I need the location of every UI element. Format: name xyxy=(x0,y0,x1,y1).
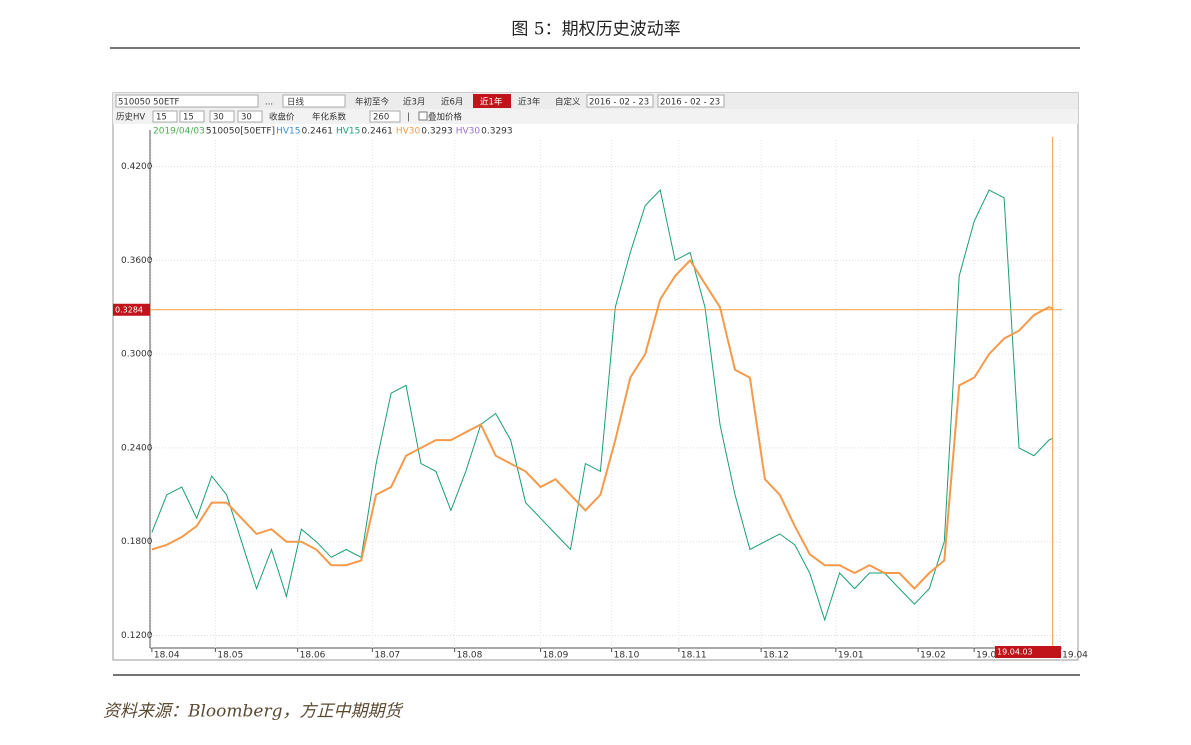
legend-text: HV15 xyxy=(276,127,300,137)
x-tick-label: 19.03 xyxy=(976,651,1002,661)
legend-text: HV30 xyxy=(396,127,421,137)
x-tick-label: 18.09 xyxy=(543,651,569,661)
x-tick-label: 19.02 xyxy=(920,651,946,661)
toolbar-item[interactable]: 年化系数 xyxy=(312,112,347,123)
toolbar-item[interactable]: 30 xyxy=(213,113,224,123)
date-box xyxy=(586,94,654,108)
legend-text: 0.2461 xyxy=(301,127,333,137)
x-tick-label: 18.05 xyxy=(217,651,243,661)
toolbar-item[interactable]: 30 xyxy=(241,113,252,123)
x-tick-label: 18.06 xyxy=(300,651,326,661)
chart-frame xyxy=(112,92,1079,661)
symbol-box xyxy=(115,94,259,108)
x-tick-label: 18.08 xyxy=(457,651,483,661)
price-tag xyxy=(113,303,150,316)
spin-box xyxy=(369,110,401,123)
x-tick-label: 18.10 xyxy=(614,651,640,661)
legend-text: 0.3293 xyxy=(421,127,453,137)
x-tick-label: 18.12 xyxy=(763,651,789,661)
spin-box xyxy=(152,110,178,123)
toolbar-item[interactable]: 叠加价格 xyxy=(428,112,463,123)
series-line xyxy=(151,188,1053,622)
toolbar-item[interactable]: 近6月 xyxy=(441,97,463,108)
toolbar-item[interactable]: 近3月 xyxy=(403,97,425,108)
x-tick-label: 18.07 xyxy=(374,651,400,661)
period-box xyxy=(282,94,346,108)
date-tag-label: 19.04.03 xyxy=(997,648,1033,657)
spin-box xyxy=(237,110,263,123)
toolbar-item[interactable]: 年初至今 xyxy=(355,97,390,108)
toolbar-item[interactable]: 15 xyxy=(156,113,167,123)
source-note: 资料来源：Bloomberg，方正中期期货 xyxy=(103,702,403,722)
toolbar-row2 xyxy=(113,109,1078,124)
toolbar-item[interactable]: | xyxy=(407,113,410,123)
toolbar-item[interactable]: 近3年 xyxy=(518,97,541,108)
x-tick-label: 18.11 xyxy=(681,651,707,661)
legend-text: HV15 xyxy=(336,127,360,137)
x-tick-label: 19.01 xyxy=(838,651,864,661)
toolbar-item[interactable]: 2016 - 02 - 23 xyxy=(660,98,720,108)
checkbox xyxy=(418,111,428,121)
legend-text: 510050[50ETF] xyxy=(206,127,275,137)
legend-text: HV30 xyxy=(456,127,481,137)
y-tick-label: 0.1200 xyxy=(121,631,153,641)
legend-text: 0.2461 xyxy=(361,127,393,137)
x-tick-label: 18.04 xyxy=(154,651,180,661)
toolbar-item[interactable]: ... xyxy=(265,98,273,108)
toolbar-item[interactable]: 收盘价 xyxy=(269,112,295,123)
y-tick-label: 0.1800 xyxy=(121,537,153,547)
y-tick-label: 0.3000 xyxy=(121,350,153,360)
page-title: 图 5：期权历史波动率 xyxy=(511,20,680,40)
toolbar-item[interactable]: 近1年 xyxy=(480,97,503,108)
toolbar-item[interactable]: 历史HV xyxy=(116,112,145,123)
date-tag xyxy=(995,646,1061,658)
toolbar-item[interactable]: 自定义 xyxy=(555,97,581,108)
date-box xyxy=(657,94,725,108)
active-range xyxy=(473,94,511,108)
legend-text: 0.3293 xyxy=(481,127,513,137)
series-line xyxy=(151,258,1053,591)
toolbar-item[interactable]: 510050 50ETF xyxy=(118,98,180,108)
price-tag-label: 0.3284 xyxy=(115,305,143,314)
spin-box xyxy=(209,110,235,123)
y-tick-label: 0.4200 xyxy=(121,162,153,172)
spin-box xyxy=(179,110,205,123)
legend-text: 2019/04/03 xyxy=(153,127,205,137)
x-tick-label: 19.04 xyxy=(1062,651,1088,661)
toolbar-item[interactable]: 260 xyxy=(373,113,389,123)
toolbar-item[interactable]: 2016 - 02 - 23 xyxy=(589,98,649,108)
toolbar-item[interactable]: 日线 xyxy=(287,97,305,108)
y-tick-label: 0.2400 xyxy=(121,443,153,453)
y-tick-label: 0.3600 xyxy=(121,256,153,266)
toolbar-item[interactable]: 15 xyxy=(183,113,194,123)
